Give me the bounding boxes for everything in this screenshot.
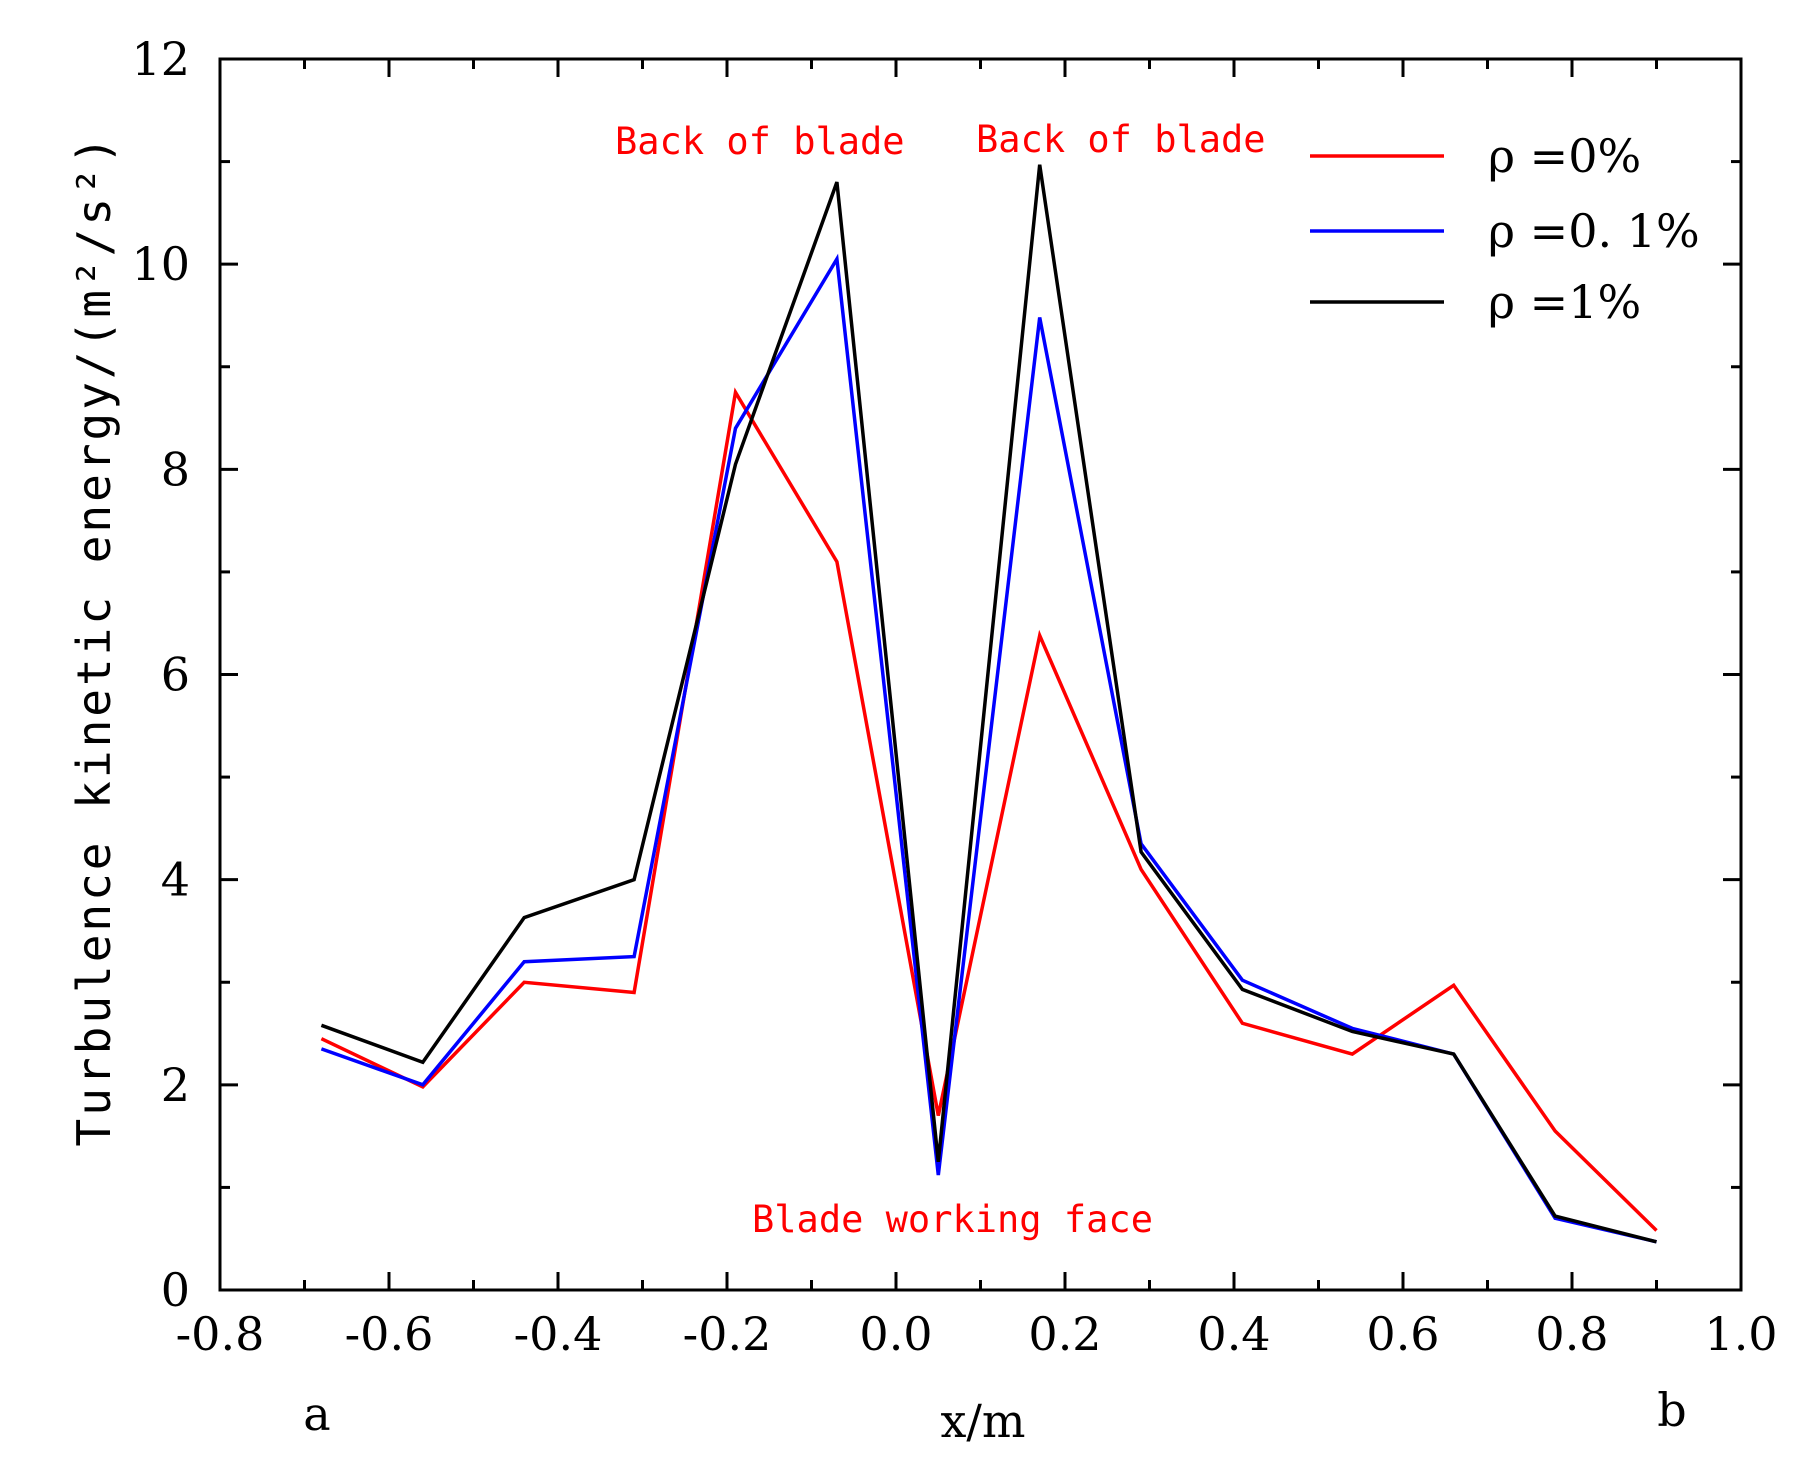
tick-marks [218,57,1743,1292]
x-tick-labels: -0.8 -0.6 -0.4 -0.2 0.0 0.2 0.4 0.6 0.8 1.0 [176,1307,1778,1361]
x-axis-title: x/m [940,1394,1025,1448]
annotation-back-of-blade-left: Back of blade [615,120,905,163]
legend-label-0: ρ =0% [1488,129,1641,183]
series-line-0 [320,387,1658,1232]
legend: ρ =0% ρ =0. 1% ρ =1% [1310,129,1700,329]
y-tick-labels: 0 2 4 6 8 10 12 [131,32,190,1317]
y-axis-title: Turbulence kinetic energy/(m²/s²) [67,134,121,1147]
x-tick-label: 1.0 [1704,1307,1777,1361]
corner-label-b: b [1657,1383,1686,1437]
y-tick-label: 2 [161,1058,190,1112]
legend-label-2: ρ =1% [1488,275,1641,329]
y-tick-label: 12 [131,32,190,86]
x-tick-label: -0.4 [514,1307,603,1361]
annotation-back-of-blade-right: Back of blade [976,118,1266,161]
series-line-2 [320,164,1657,1244]
x-tick-label: -0.8 [176,1307,265,1361]
x-tick-label: 0.4 [1197,1307,1270,1361]
x-tick-label: 0.6 [1366,1307,1439,1361]
legend-label-1: ρ =0. 1% [1488,204,1700,258]
y-tick-label: 0 [161,1263,190,1317]
corner-label-a: a [303,1387,330,1441]
x-tick-label: 0.2 [1028,1307,1101,1361]
y-tick-label: 10 [131,237,190,291]
y-tick-label: 4 [161,853,190,907]
series-lines [320,164,1658,1244]
x-tick-label: -0.6 [345,1307,434,1361]
x-tick-label: 0.0 [859,1307,932,1361]
series-line-1 [320,253,1657,1244]
y-tick-label: 8 [161,442,190,496]
y-tick-label: 6 [161,648,190,702]
annotation-blade-working-face: Blade working face [752,1198,1153,1241]
x-tick-label: -0.2 [683,1307,772,1361]
x-tick-label: 0.8 [1535,1307,1608,1361]
